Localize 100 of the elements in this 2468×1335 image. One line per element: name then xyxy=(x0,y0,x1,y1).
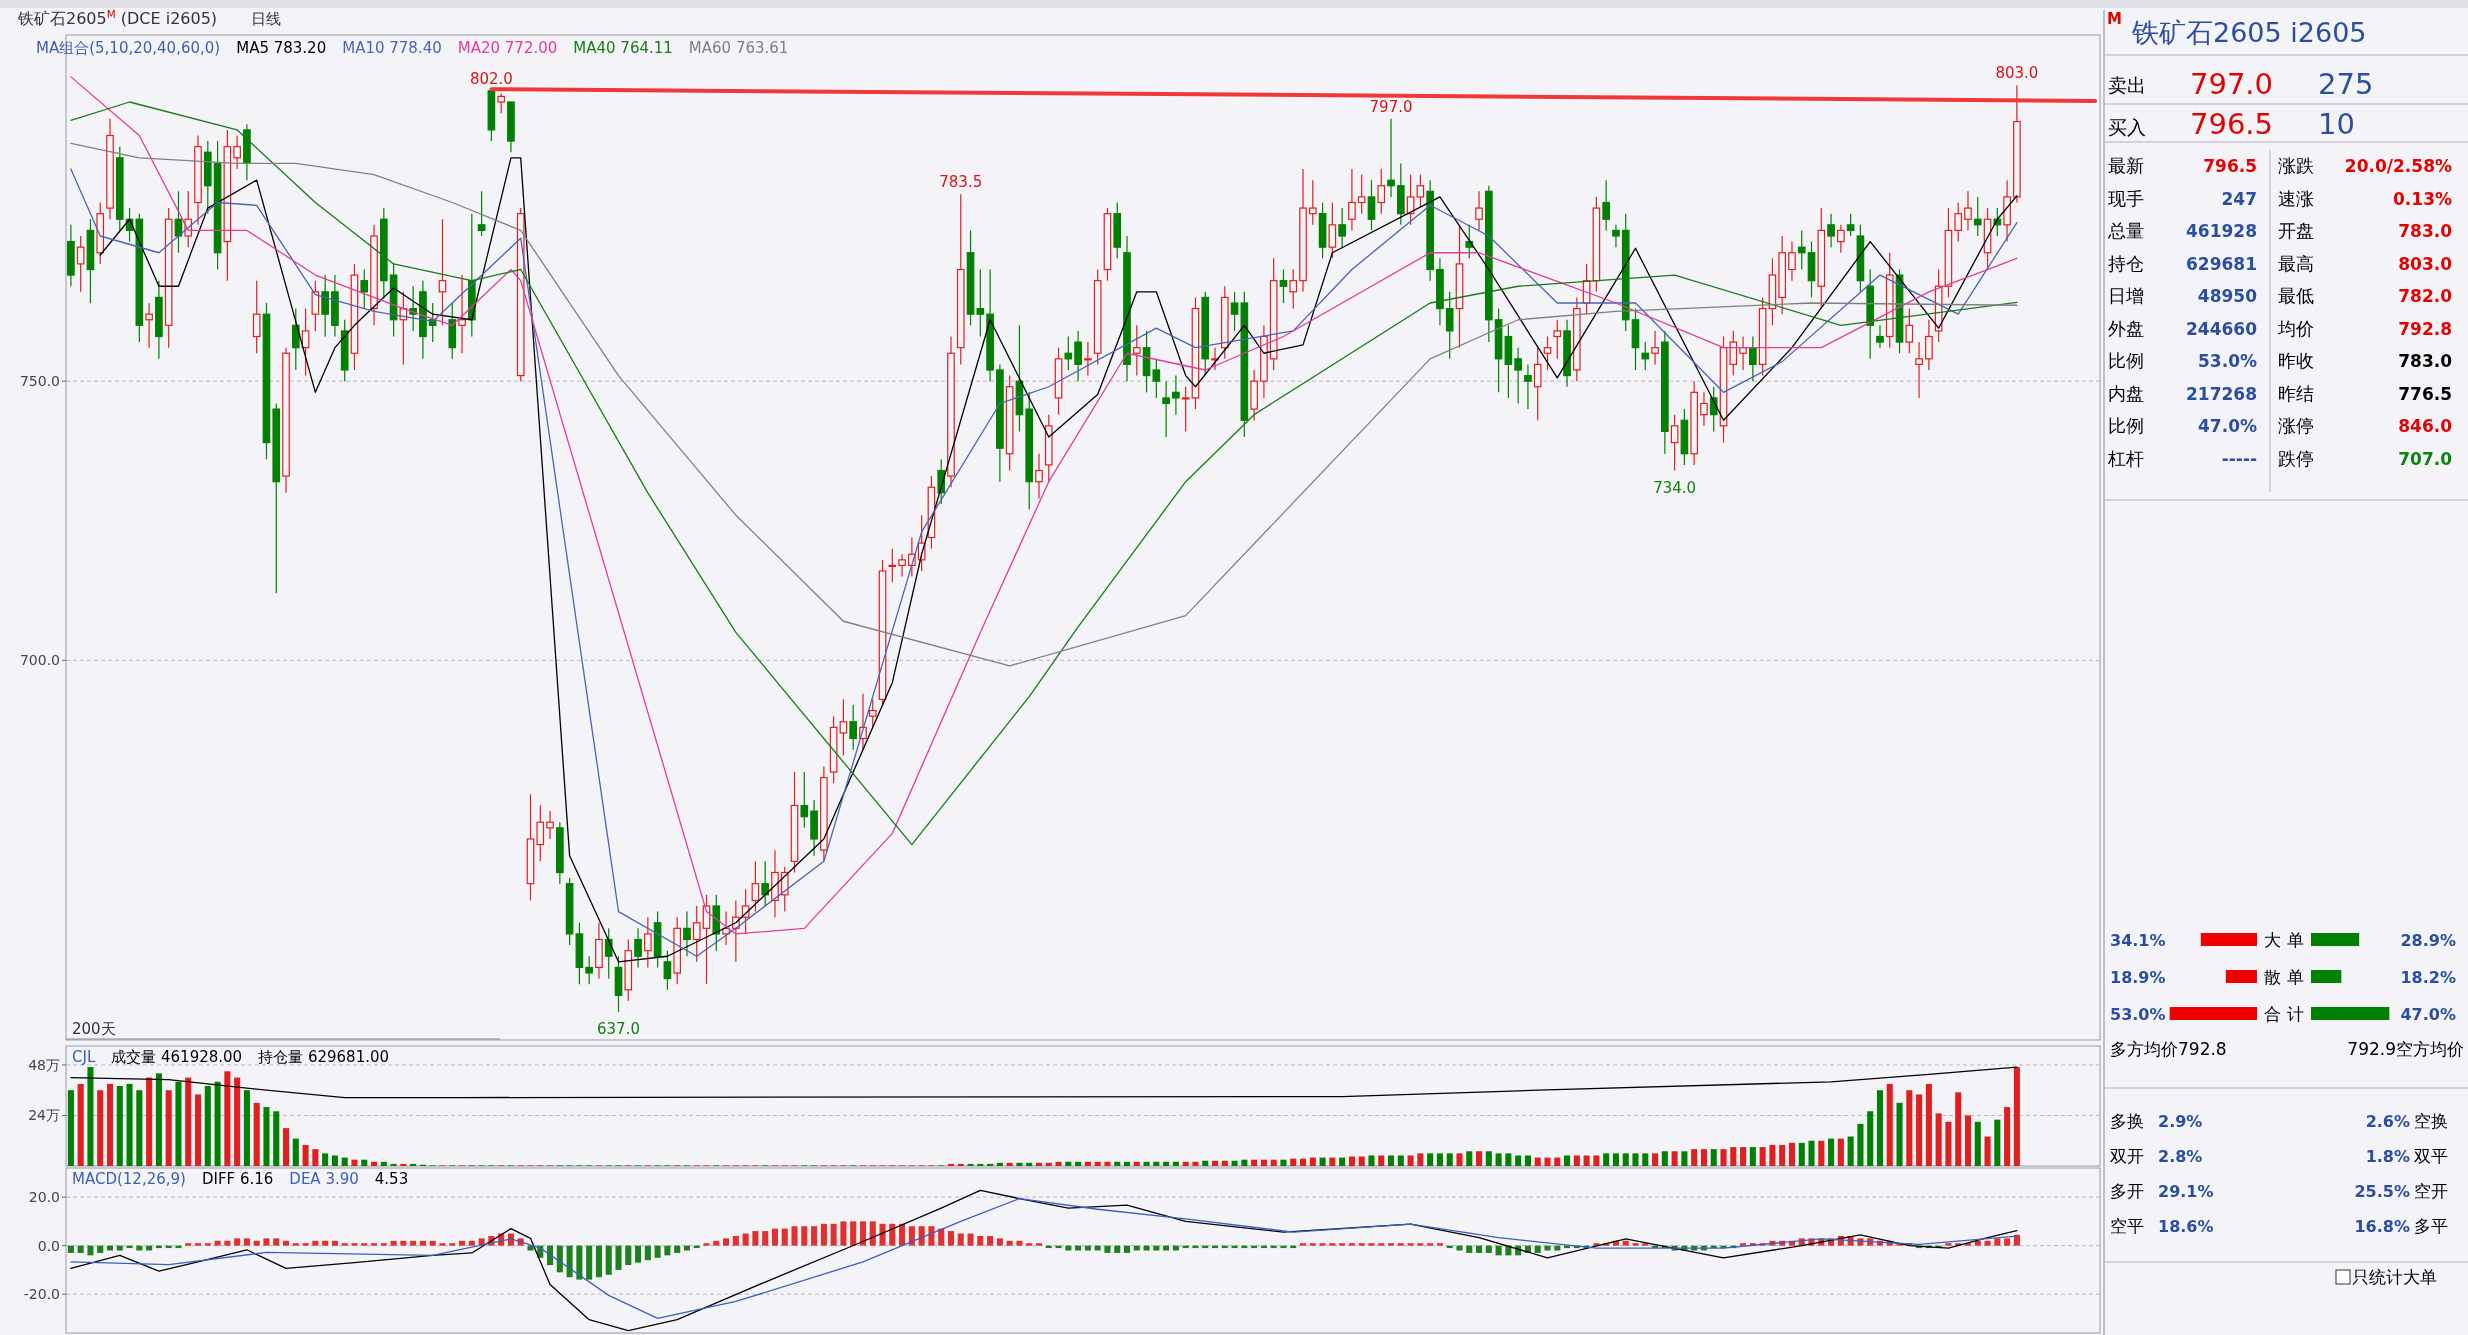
text: 多方均价792.8 xyxy=(2110,1039,2227,1059)
chart-title: MACD(12,26,9) xyxy=(72,1170,186,1188)
text: 792.9空方均价 xyxy=(2347,1039,2464,1059)
text: 只统计大单 xyxy=(2352,1267,2437,1287)
text: 多换 xyxy=(2110,1111,2144,1131)
text: 2.8% xyxy=(2158,1147,2203,1166)
y-tick-label: 48万 xyxy=(28,1056,60,1073)
text: 2.9% xyxy=(2158,1112,2203,1131)
text: M xyxy=(2107,10,2122,28)
text: 多开 xyxy=(2110,1181,2144,1201)
data-label: 34.1% xyxy=(2110,931,2166,950)
text: 275 xyxy=(2318,67,2374,101)
text: 最高 xyxy=(2278,252,2314,274)
text: 外盘 xyxy=(2108,317,2144,339)
text: DIFF 6.16 xyxy=(201,1170,274,1188)
y-tick-label: 合 计 xyxy=(2264,1004,2304,1024)
text: 0.13% xyxy=(2393,188,2452,209)
text: 杠杆 xyxy=(2107,447,2144,469)
text: 797.0 xyxy=(2190,67,2274,101)
text: 空开 xyxy=(2414,1181,2448,1201)
text: 开盘 xyxy=(2278,220,2314,241)
text: 707.0 xyxy=(2398,448,2453,469)
text: 18.6% xyxy=(2158,1217,2214,1236)
text: 796.5 xyxy=(2190,107,2274,141)
legend-title: MA组合(5,10,20,40,60,0) xyxy=(36,39,221,57)
text: 均价 xyxy=(2277,317,2314,339)
data-label: 53.0% xyxy=(2110,1005,2166,1024)
text: 涨跌 xyxy=(2278,155,2314,176)
text: 803.0 xyxy=(2398,253,2453,274)
text: 846.0 xyxy=(2398,416,2453,436)
text: 昨收 xyxy=(2278,350,2314,371)
text: 跌停 xyxy=(2278,447,2314,469)
text: 空平 xyxy=(2110,1216,2144,1236)
data-label: 18.2% xyxy=(2400,968,2456,987)
text: 最新 xyxy=(2108,155,2144,176)
text: 796.5 xyxy=(2203,156,2257,176)
text: 双开 xyxy=(2110,1146,2144,1166)
text: 总量 xyxy=(2107,220,2144,241)
y-tick-label: 大 单 xyxy=(2264,930,2304,950)
text: 10 xyxy=(2318,107,2355,141)
text: 25.5% xyxy=(2354,1182,2410,1201)
text: MA40 764.11 xyxy=(573,39,673,57)
text: MA60 763.61 xyxy=(688,39,789,57)
text: 792.8 xyxy=(2398,318,2452,339)
text: 空换 xyxy=(2414,1111,2448,1131)
text: 247 xyxy=(2221,188,2257,209)
text: 20.0/2.58% xyxy=(2344,156,2452,176)
text: 昨结 xyxy=(2278,382,2314,404)
text: 48950 xyxy=(2197,286,2258,306)
text: 629681 xyxy=(2186,253,2257,274)
text: MA10 778.40 xyxy=(342,39,442,57)
y-tick-label: -20.0 xyxy=(23,1286,60,1303)
chart-subtitle: 日线 xyxy=(251,10,282,28)
text: 53.0% xyxy=(2198,351,2257,371)
chart-title: 铁矿石2605$^{M}$ (DCE i2605) xyxy=(17,8,218,28)
chart-title: CJL xyxy=(72,1048,96,1066)
text: 速涨 xyxy=(2278,187,2314,209)
text: 多平 xyxy=(2414,1216,2448,1236)
text: 日增 xyxy=(2108,285,2144,306)
y-tick-label: 24万 xyxy=(28,1107,60,1124)
text: 783.0 xyxy=(2398,351,2453,371)
y-tick-label: 散 单 xyxy=(2264,967,2304,987)
annotation: 成交量 461928.00 xyxy=(111,1048,243,1066)
annotation: 803.0 xyxy=(1995,64,2039,83)
text: 比例 xyxy=(2108,415,2144,436)
data-label: 18.9% xyxy=(2110,968,2166,987)
text: 217268 xyxy=(2186,383,2257,404)
y-tick-label: 20.0 xyxy=(28,1189,60,1206)
annotation: 637.0 xyxy=(597,1020,640,1039)
y-tick-label: 0.0 xyxy=(37,1237,60,1254)
annotation: 持仓量 629681.00 xyxy=(258,1048,390,1066)
annotation: 783.5 xyxy=(939,173,983,192)
data-label: 47.0% xyxy=(2400,1005,2456,1024)
text: 461928 xyxy=(2186,221,2257,241)
text: 2.6% xyxy=(2365,1112,2410,1131)
text: 783.0 xyxy=(2398,221,2453,241)
text: 782.0 xyxy=(2398,286,2453,306)
text: 16.8% xyxy=(2354,1217,2410,1236)
annotation: 802.0 xyxy=(469,69,513,88)
text: 244660 xyxy=(2186,318,2258,339)
data-label: 28.9% xyxy=(2400,931,2456,950)
text: 现手 xyxy=(2108,187,2144,209)
text: MA5 783.20 xyxy=(236,39,327,57)
text: DEA 3.90 xyxy=(289,1170,359,1188)
text: ----- xyxy=(2221,448,2257,469)
text: 买入 xyxy=(2108,116,2146,138)
text: 铁矿石2605 i2605 xyxy=(2131,17,2367,48)
text: 最低 xyxy=(2278,285,2314,306)
text: 1.8% xyxy=(2365,1147,2410,1166)
y-tick-label: 750.0 xyxy=(19,373,60,390)
text: 持仓 xyxy=(2108,252,2144,274)
text: 776.5 xyxy=(2398,383,2452,404)
annotation: 734.0 xyxy=(1653,478,1697,497)
text: MA20 772.00 xyxy=(457,39,558,57)
annotation: 797.0 xyxy=(1369,97,1413,116)
text: 内盘 xyxy=(2108,382,2144,404)
text: 29.1% xyxy=(2158,1182,2214,1201)
text: 涨停 xyxy=(2278,415,2314,436)
text: 双平 xyxy=(2414,1146,2448,1166)
y-tick-label: 700.0 xyxy=(19,652,60,669)
